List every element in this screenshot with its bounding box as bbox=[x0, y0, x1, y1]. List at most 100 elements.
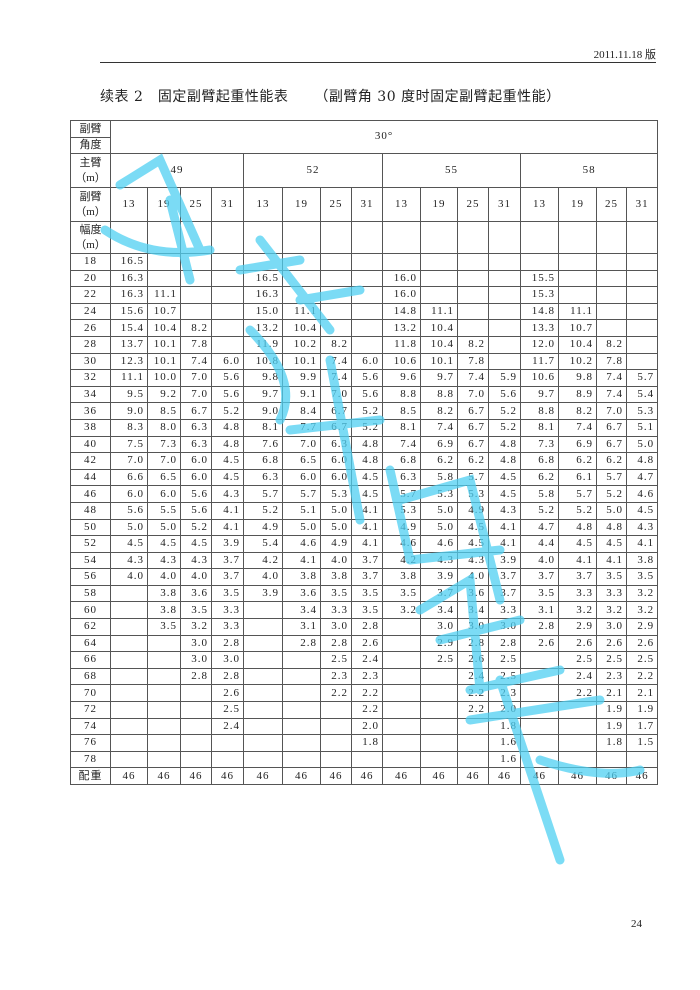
capacity-cell bbox=[382, 701, 421, 719]
jib-length-cell: 25 bbox=[180, 187, 212, 222]
capacity-cell bbox=[351, 253, 383, 271]
page-number: 24 bbox=[631, 918, 642, 930]
capacity-cell: 4.6 bbox=[382, 535, 421, 553]
capacity-cell: 3.0 bbox=[211, 651, 244, 669]
capacity-cell bbox=[420, 269, 458, 288]
capacity-cell: 11.1 bbox=[420, 302, 458, 321]
label-line: 副臂 bbox=[79, 190, 102, 203]
capacity-cell bbox=[320, 319, 352, 337]
capacity-cell bbox=[420, 684, 458, 703]
capacity-cell: 9.0 bbox=[110, 402, 148, 420]
radius-cell: 66 bbox=[70, 651, 111, 669]
capacity-cell: 3.7 bbox=[558, 568, 597, 586]
capacity-cell: 2.5 bbox=[488, 651, 521, 669]
table-row: 52 4.5 4.5 4.5 3.9 5.4 4.6 4.9 4.1 4.6 4.6 4.5 4.1 4.… bbox=[70, 535, 659, 553]
capacity-cell bbox=[420, 701, 458, 719]
radius-cell: 38 bbox=[70, 418, 111, 437]
capacity-cell: 5.5 bbox=[147, 501, 181, 520]
capacity-cell: 2.3 bbox=[596, 667, 627, 686]
capacity-cell: 13.3 bbox=[520, 319, 559, 337]
capacity-cell: 5.8 bbox=[420, 468, 458, 487]
capacity-cell: 5.7 bbox=[596, 468, 627, 487]
capacity-cell: 5.2 bbox=[520, 501, 559, 520]
counterweight-cell: 46 bbox=[625, 767, 659, 785]
capacity-cell: 4.5 bbox=[488, 485, 521, 503]
capacity-cell: 15.4 bbox=[110, 319, 148, 337]
capacity-cell: 8.3 bbox=[110, 418, 148, 437]
capacity-cell bbox=[243, 750, 283, 769]
capacity-cell bbox=[320, 717, 352, 736]
capacity-cell bbox=[457, 302, 489, 321]
capacity-cell bbox=[110, 634, 148, 653]
capacity-cell: 9.7 bbox=[243, 385, 283, 404]
capacity-cell: 3.7 bbox=[211, 551, 244, 570]
capacity-cell bbox=[382, 651, 421, 669]
capacity-cell: 4.1 bbox=[351, 501, 383, 520]
capacity-cell bbox=[520, 734, 559, 752]
capacity-cell bbox=[351, 286, 383, 304]
capacity-cell: 8.9 bbox=[558, 385, 597, 404]
capacity-cell: 4.9 bbox=[320, 535, 352, 553]
capacity-cell: 3.7 bbox=[520, 568, 559, 586]
capacity-cell: 3.6 bbox=[282, 584, 321, 603]
capacity-cell: 1.9 bbox=[596, 717, 627, 736]
capacity-cell bbox=[625, 253, 659, 271]
jib-length-cell: 19 bbox=[282, 187, 321, 222]
capacity-cell: 6.7 bbox=[596, 418, 627, 437]
capacity-cell: 6.3 bbox=[180, 435, 212, 454]
capacity-cell: 3.0 bbox=[420, 618, 458, 636]
capacity-cell: 2.5 bbox=[211, 701, 244, 719]
capacity-cell bbox=[558, 750, 597, 769]
capacity-cell: 10.6 bbox=[382, 352, 421, 371]
capacity-cell bbox=[320, 286, 352, 304]
capacity-cell: 4.2 bbox=[243, 551, 283, 570]
capacity-cell: 8.8 bbox=[520, 402, 559, 420]
capacity-cell: 8.2 bbox=[420, 402, 458, 420]
capacity-cell: 5.7 bbox=[457, 468, 489, 487]
capacity-cell: 9.8 bbox=[558, 369, 597, 387]
capacity-cell: 3.5 bbox=[382, 584, 421, 603]
capacity-cell: 4.8 bbox=[488, 435, 521, 454]
empty-cell bbox=[420, 221, 458, 254]
main-boom-row: 主臂 （m） 49 52 55 58 bbox=[70, 153, 659, 188]
capacity-cell bbox=[488, 253, 521, 271]
capacity-cell: 5.0 bbox=[320, 518, 352, 537]
capacity-cell: 5.4 bbox=[243, 535, 283, 553]
capacity-cell: 3.2 bbox=[558, 601, 597, 620]
radius-cell: 20 bbox=[70, 269, 111, 288]
capacity-cell bbox=[382, 717, 421, 736]
label-line: （m） bbox=[75, 205, 106, 218]
capacity-cell: 10.2 bbox=[558, 352, 597, 371]
capacity-cell: 10.7 bbox=[558, 319, 597, 337]
capacity-cell: 9.7 bbox=[520, 385, 559, 404]
capacity-cell bbox=[147, 253, 181, 271]
capacity-cell bbox=[457, 286, 489, 304]
capacity-cell bbox=[382, 667, 421, 686]
capacity-cell: 2.9 bbox=[420, 634, 458, 653]
capacity-cell bbox=[420, 286, 458, 304]
capacity-cell: 5.4 bbox=[625, 385, 659, 404]
capacity-cell: 6.2 bbox=[420, 452, 458, 470]
capacity-cell: 4.6 bbox=[625, 485, 659, 503]
capacity-cell bbox=[382, 684, 421, 703]
capacity-cell: 6.0 bbox=[147, 485, 181, 503]
capacity-cell: 4.1 bbox=[488, 518, 521, 537]
table-row: 42 7.0 7.0 6.0 4.5 6.8 6.5 6.0 4.8 6.8 6.2 6.2 4.8 6.… bbox=[70, 452, 659, 470]
capacity-cell: 1.6 bbox=[488, 734, 521, 752]
table-row: 56 4.0 4.0 4.0 3.7 4.0 3.8 3.8 3.7 3.8 3.9 4.0 3.7 3.… bbox=[70, 568, 659, 586]
capacity-cell: 16.5 bbox=[243, 269, 283, 288]
capacity-cell: 5.6 bbox=[211, 385, 244, 404]
table-title-main: 续表 2 固定副臂起重性能表 bbox=[100, 89, 289, 105]
radius-label: 幅度 （m） bbox=[70, 221, 111, 254]
label-line: 角度 bbox=[71, 136, 110, 153]
capacity-cell: 1.9 bbox=[625, 701, 659, 719]
header-rule bbox=[100, 62, 656, 63]
empty-cell bbox=[488, 221, 521, 254]
capacity-cell bbox=[625, 269, 659, 288]
capacity-cell: 3.5 bbox=[180, 601, 212, 620]
capacity-cell bbox=[382, 253, 421, 271]
table-row: 20 16.3 16.5 16.0 15.5 bbox=[70, 269, 659, 288]
counterweight-cell: 46 bbox=[282, 767, 321, 785]
capacity-cell: 3.6 bbox=[457, 584, 489, 603]
capacity-cell bbox=[625, 319, 659, 337]
